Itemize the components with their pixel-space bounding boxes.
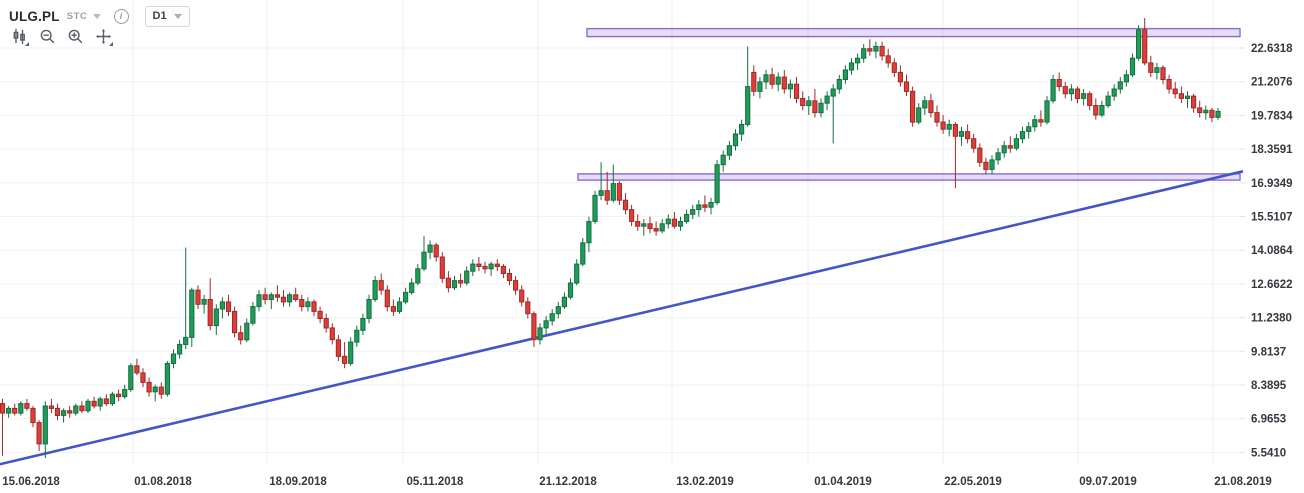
ascending-support-trendline[interactable] (0, 170, 1244, 466)
x-axis-label: 01.08.2018 (134, 476, 192, 488)
y-axis-label: 8.3895 (1251, 380, 1287, 392)
chart-toolbar (10, 27, 113, 46)
chart-type-button[interactable] (10, 27, 29, 46)
x-axis-label: 21.12.2018 (539, 476, 597, 488)
x-axis-label: 13.02.2019 (676, 476, 734, 488)
y-axis-label: 19.7834 (1251, 110, 1293, 122)
y-axis-label: 14.0864 (1251, 245, 1293, 257)
magnifier-plus-icon (68, 29, 83, 44)
candles-series (0, 18, 1221, 459)
magnifier-minus-icon (40, 29, 55, 44)
candlestick-icon (13, 28, 25, 45)
x-axis-label: 05.11.2018 (407, 476, 465, 488)
chevron-down-icon (173, 13, 182, 19)
symbol-label: ULG.PL (9, 8, 60, 24)
market-label: STC (66, 10, 88, 22)
info-icon[interactable]: i (113, 8, 129, 24)
lower-resistance-zone[interactable] (577, 173, 1241, 181)
x-axis-label: 15.06.2018 (2, 476, 60, 488)
x-axis-label: 09.07.2019 (1079, 476, 1137, 488)
pan-button[interactable] (94, 27, 113, 46)
y-axis-label: 16.9349 (1251, 178, 1293, 190)
zoom-in-button[interactable] (66, 27, 85, 46)
zoom-out-button[interactable] (38, 27, 57, 46)
y-axis-label: 12.6622 (1251, 279, 1293, 291)
submenu-corner-icon (109, 42, 113, 46)
timeframe-select[interactable]: D1 (144, 5, 190, 27)
y-axis-label: 18.3591 (1251, 144, 1293, 156)
move-arrows-icon (96, 29, 111, 44)
x-axis-label: 01.04.2019 (814, 476, 872, 488)
submenu-corner-icon (25, 42, 29, 46)
timeframe-value: D1 (152, 10, 167, 22)
y-axis-label: 9.8137 (1251, 346, 1286, 358)
x-axis-label: 21.08.2019 (1214, 476, 1272, 488)
y-axis-label: 5.5410 (1251, 447, 1286, 459)
upper-resistance-zone[interactable] (586, 27, 1241, 38)
y-axis-label: 22.6318 (1251, 43, 1293, 55)
y-axis-label: 6.9653 (1251, 414, 1286, 426)
y-axis-label: 21.2076 (1251, 77, 1293, 89)
y-axis-label: 15.5107 (1251, 212, 1293, 224)
y-axis-label: 11.2380 (1251, 313, 1292, 325)
x-axis-label: 22.05.2019 (944, 476, 1002, 488)
x-axis-label: 18.09.2018 (269, 476, 327, 488)
chevron-down-icon[interactable] (92, 13, 101, 19)
symbol-bar: ULG.PL STC i D1 (9, 5, 190, 27)
